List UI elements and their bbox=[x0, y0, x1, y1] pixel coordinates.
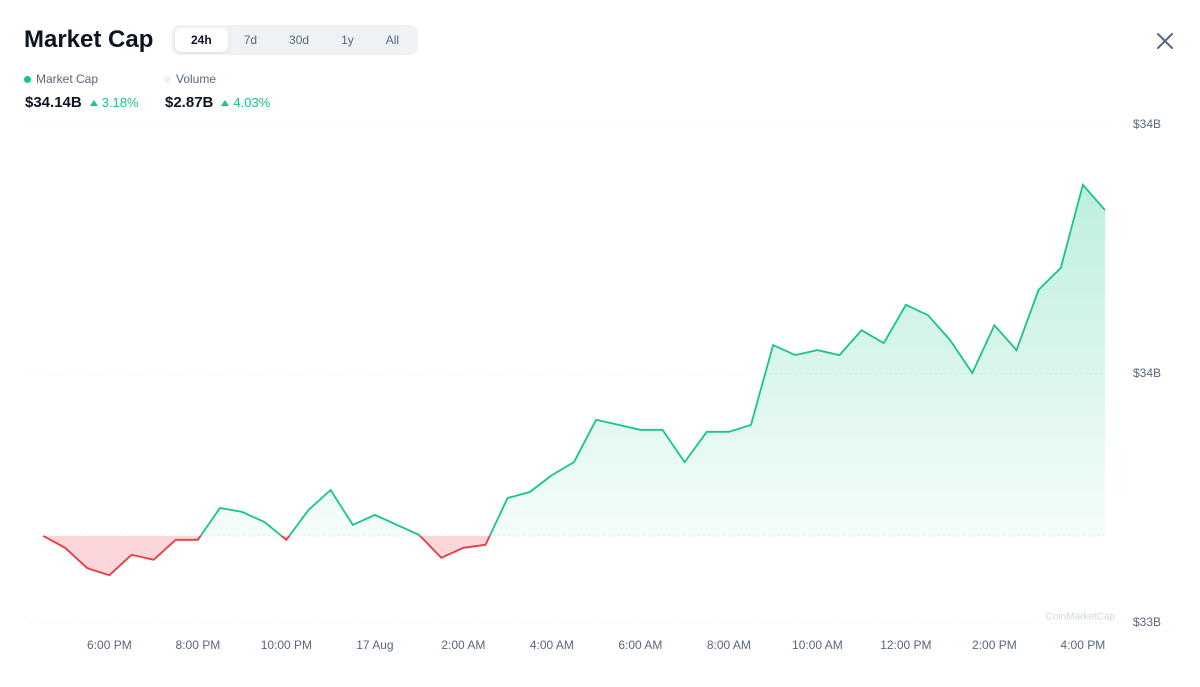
stat-change: 3.18% bbox=[89, 95, 139, 110]
range-tabs: 24h 7d 30d 1y All bbox=[172, 25, 419, 55]
legend-dot bbox=[24, 75, 31, 83]
title: Market Cap bbox=[24, 26, 154, 53]
up-arrow bbox=[221, 99, 230, 106]
legend-label: Market Cap bbox=[36, 72, 99, 86]
legend-item: Volume bbox=[164, 72, 216, 86]
x-tick-label: 4:00 AM bbox=[530, 638, 574, 652]
up-arrow bbox=[89, 99, 98, 106]
y-tick-label: $34B bbox=[1133, 366, 1161, 380]
x-tick-label: 8:00 PM bbox=[176, 638, 221, 652]
y-tick-label: $33B bbox=[1133, 615, 1161, 629]
x-tick-label: 8:00 AM bbox=[707, 638, 751, 652]
x-tick-label: 2:00 PM bbox=[972, 638, 1017, 652]
change-value: 4.03% bbox=[233, 95, 271, 110]
stat: $34.14B 3.18% bbox=[25, 94, 139, 111]
close-button[interactable] bbox=[1154, 30, 1176, 52]
change-value: 3.18% bbox=[101, 95, 139, 110]
x-tick-label: 6:00 PM bbox=[87, 638, 132, 652]
stat-value: $34.14B bbox=[25, 94, 82, 111]
range-tab[interactable]: All bbox=[385, 33, 400, 47]
legend-label: Volume bbox=[176, 72, 217, 86]
x-tick-label: 2:00 AM bbox=[441, 638, 485, 652]
x-tick-label: 12:00 PM bbox=[880, 638, 931, 652]
x-tick-label: 6:00 AM bbox=[618, 638, 662, 652]
y-tick-label: $34B bbox=[1133, 117, 1161, 131]
range-tab[interactable]: 1y bbox=[341, 33, 354, 47]
stat-change: 4.03% bbox=[221, 95, 270, 110]
range-tab[interactable]: 24h bbox=[175, 28, 228, 52]
watermark: CoinMarketCap bbox=[1046, 612, 1116, 623]
legend-dot bbox=[164, 75, 171, 83]
area-positive bbox=[43, 184, 1105, 536]
stat: $2.87B 4.03% bbox=[165, 94, 270, 111]
range-tab[interactable]: 30d bbox=[289, 33, 310, 47]
legend-item: Market Cap bbox=[24, 72, 98, 86]
x-tick-label: 10:00 PM bbox=[261, 638, 312, 652]
stat-value: $2.87B bbox=[165, 94, 214, 111]
x-tick-label: 10:00 AM bbox=[792, 638, 843, 652]
area-negative bbox=[43, 535, 1105, 576]
line-positive bbox=[42, 182, 1106, 536]
x-tick-label: 4:00 PM bbox=[1061, 638, 1106, 652]
x-tick-label: 17 Aug bbox=[356, 638, 393, 652]
range-tab[interactable]: 7d bbox=[243, 33, 258, 47]
